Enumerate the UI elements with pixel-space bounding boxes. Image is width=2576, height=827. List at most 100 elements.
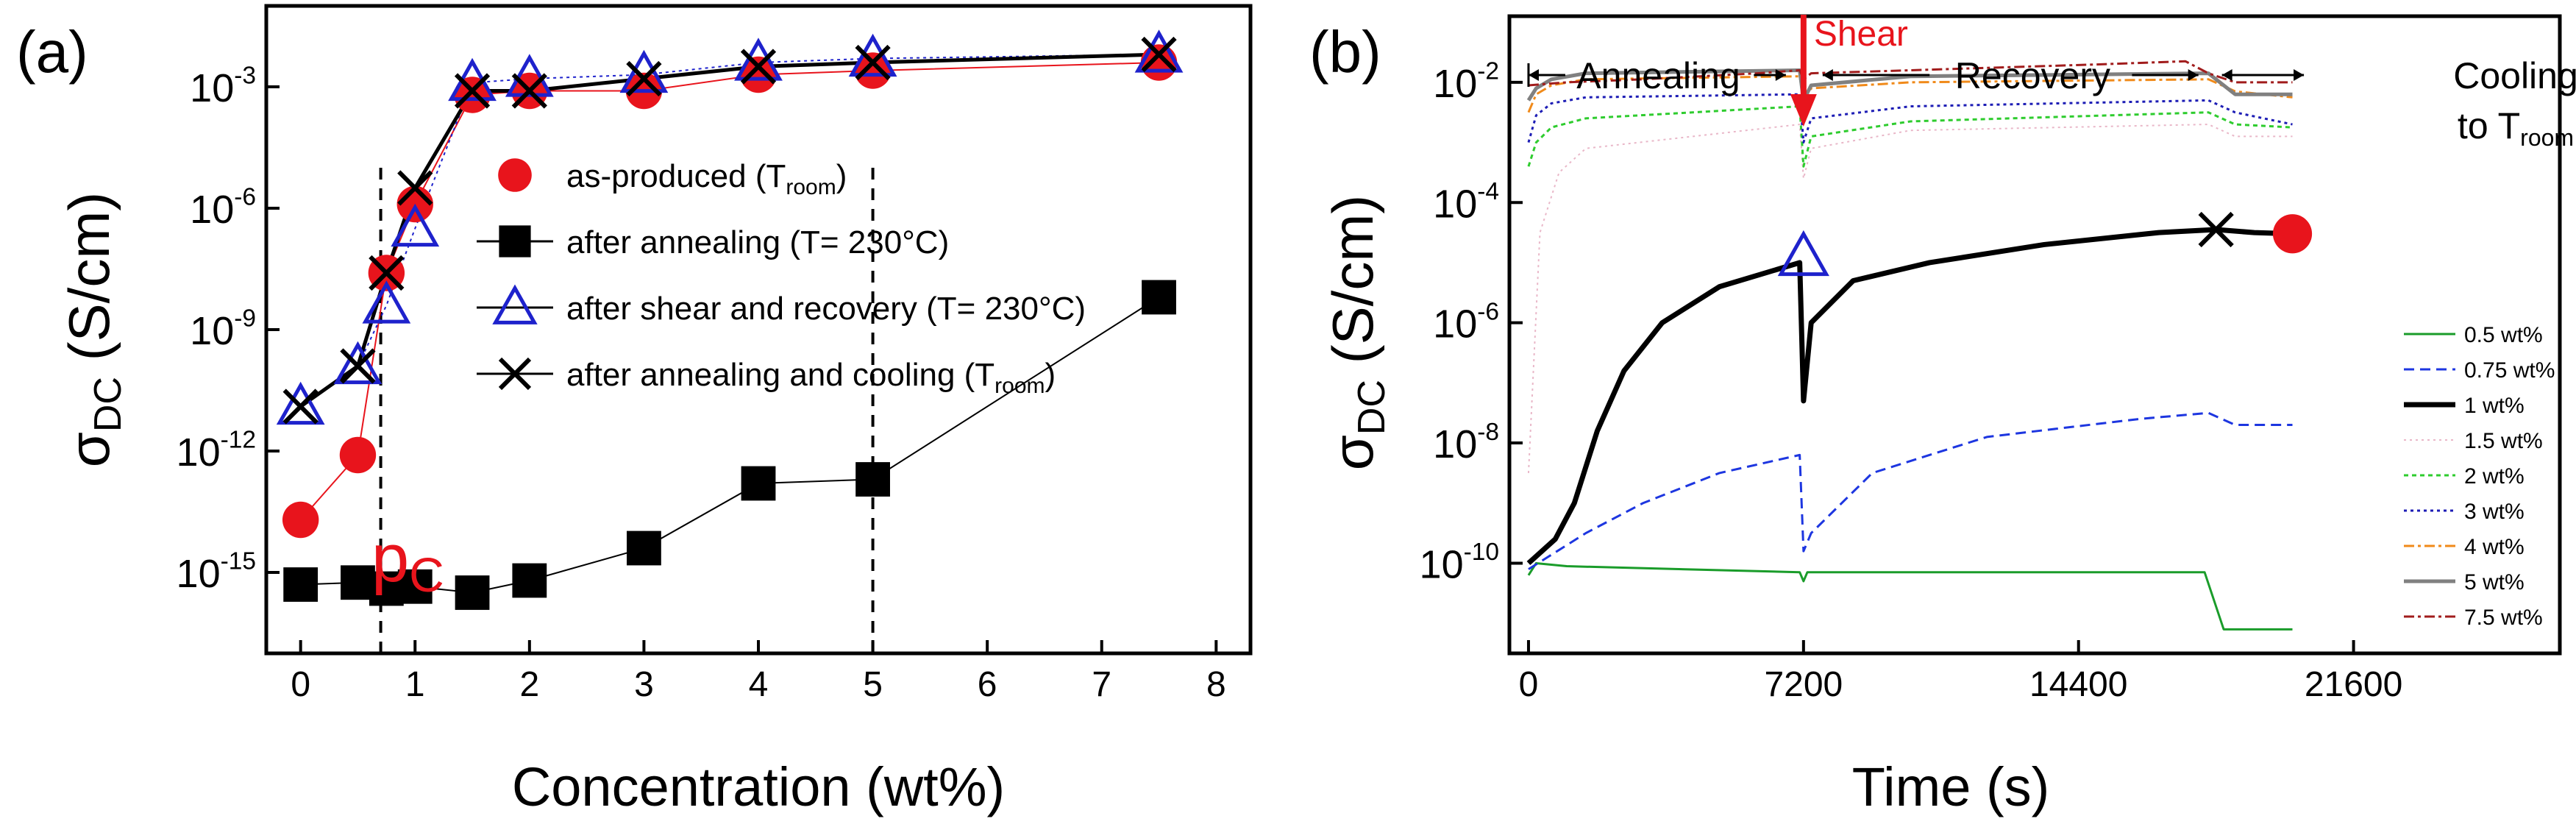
- data-point-x: [282, 388, 319, 425]
- legend-entry: 0.5 wt%: [2464, 323, 2543, 347]
- legend-marker: [492, 284, 538, 324]
- legend-entry: 0.75 wt%: [2464, 358, 2555, 383]
- x-tick-label: 14400: [2029, 665, 2127, 704]
- cooling-to-sub: room: [2520, 124, 2574, 151]
- legend-entry: after annealing and cooling (Troom): [566, 357, 1056, 398]
- panel-b-series: [1526, 60, 2293, 631]
- series-line: [1527, 93, 2293, 144]
- y-tick-label-base: 10: [177, 430, 221, 475]
- panel-b-ylabel: σDC (S/cm): [1320, 195, 1393, 471]
- legend-entry: as-produced (Troom): [566, 158, 847, 199]
- series-line: [300, 54, 1159, 408]
- panel-b-label: (b): [1309, 19, 1381, 85]
- panel-b-legend: 0.5 wt% 0.75 wt% 1 wt% 1.5 wt% 2 wt% 3 wt% 4 w…: [2404, 323, 2555, 630]
- x-tick-label: 0: [1519, 665, 1539, 704]
- cooling-label: Cooling: [2453, 55, 2576, 96]
- panel-b-markers: [1777, 211, 2313, 277]
- data-point-square: [283, 567, 319, 602]
- x-tick-label: 21600: [2305, 665, 2402, 704]
- legend-marker: [498, 357, 532, 391]
- panel-a-ylabel-sigma: σ: [57, 432, 121, 467]
- legend-entry: 1 wt%: [2464, 394, 2525, 418]
- y-tick-label: 10-6: [1433, 298, 1499, 346]
- data-point-x: [511, 73, 547, 109]
- x-tick-label: 1: [405, 665, 425, 704]
- data-point-circle: [740, 56, 777, 93]
- series-line: [1526, 227, 2293, 566]
- data-point-triangle: [1134, 29, 1184, 73]
- y-tick-label-exp: -15: [221, 548, 256, 575]
- data-point-square: [1142, 280, 1176, 315]
- x-tick-label: 4: [749, 665, 769, 704]
- legend-entry: 7.5 wt%: [2464, 606, 2543, 630]
- series-line: [1527, 105, 2293, 168]
- y-tick-label: 10-15: [177, 548, 256, 596]
- y-tick-label: 10-8: [1433, 419, 1499, 466]
- y-tick-label-base: 10: [177, 552, 221, 596]
- y-tick-label: 10-9: [190, 305, 256, 353]
- panel-a-series: [276, 29, 1184, 610]
- y-tick-label-exp: -4: [1477, 178, 1499, 205]
- y-tick-label-exp: -12: [221, 427, 256, 454]
- y-tick-label-exp: -6: [234, 184, 256, 211]
- annealing-label: Annealing: [1576, 55, 1740, 96]
- series-line: [299, 52, 1159, 408]
- data-point-circle: [2272, 214, 2313, 254]
- y-tick-label: 10-10: [1420, 539, 1499, 586]
- y-tick-label-base: 10: [1433, 422, 1477, 466]
- y-tick-label: 10-2: [1433, 58, 1499, 106]
- data-point-circle: [282, 501, 319, 539]
- panel-a-ylabel-unit: (S/cm): [57, 192, 121, 377]
- panel-a-ylabel: σDC (S/cm): [57, 192, 129, 468]
- panel-b: (b) 0 7200 14400 2160010-1010-810-610-410-2…: [1309, 14, 2576, 817]
- legend-entry: 1.5 wt%: [2464, 429, 2543, 453]
- x-tick-label: 6: [978, 665, 997, 704]
- data-point-triangle: [333, 341, 383, 385]
- data-point-x: [2198, 211, 2234, 248]
- y-tick-label-base: 10: [190, 188, 234, 232]
- legend-entry: 3 wt%: [2464, 500, 2525, 524]
- annealing-arrow-right-head: [1775, 69, 1786, 81]
- data-point-triangle: [391, 203, 440, 247]
- y-tick-label-exp: -6: [1477, 298, 1499, 325]
- legend-entry-tail: ): [836, 158, 847, 194]
- legend-entry-text: after annealing and cooling (T: [566, 357, 995, 393]
- x-tick-label: 7: [1092, 665, 1111, 704]
- y-tick-label-exp: -8: [1477, 419, 1499, 446]
- data-point-x: [626, 60, 662, 97]
- data-point-square: [627, 530, 661, 566]
- data-point-x: [740, 49, 777, 85]
- y-tick-label: 10-12: [177, 427, 256, 475]
- x-tick-label: 5: [863, 665, 883, 704]
- y-tick-label-exp: -2: [1477, 58, 1499, 85]
- legend-entry-text: as-produced (T: [566, 158, 786, 194]
- x-tick-label: 7200: [1764, 665, 1843, 704]
- y-tick-label-exp: -9: [234, 305, 256, 333]
- series-line: [1527, 561, 2293, 631]
- data-point-circle: [1140, 44, 1178, 81]
- data-point-square: [455, 575, 490, 610]
- x-tick-label: 3: [634, 665, 654, 704]
- series-line: [1528, 411, 2293, 570]
- data-point-circle: [339, 436, 377, 474]
- panel-b-ylabel-sub: DC: [1351, 380, 1393, 435]
- panel-a-legend: as-produced (Troom)after annealing (T= 2…: [477, 158, 1086, 398]
- data-point-triangle: [1777, 230, 1829, 277]
- cooling-to-label: to Troom: [2458, 105, 2574, 151]
- panel-a-xlabel: Concentration (wt%): [512, 756, 1005, 817]
- data-point-triangle: [505, 54, 554, 97]
- panel-b-phase-annotations: Annealing Shear Recovery Cooling to Troom: [1527, 15, 2576, 151]
- panel-b-frame: [1507, 14, 2562, 656]
- y-tick-label-exp: -3: [234, 63, 256, 90]
- legend-marker: [499, 225, 531, 258]
- panel-b-ylabel-unit: (S/cm): [1320, 195, 1385, 380]
- y-tick-label: 10-4: [1433, 178, 1499, 226]
- legend-entry: 2 wt%: [2464, 464, 2525, 489]
- shear-label: Shear: [1814, 15, 1908, 54]
- y-tick-label: 10-6: [190, 184, 256, 232]
- data-point-triangle: [619, 49, 669, 93]
- data-point-circle: [854, 52, 892, 89]
